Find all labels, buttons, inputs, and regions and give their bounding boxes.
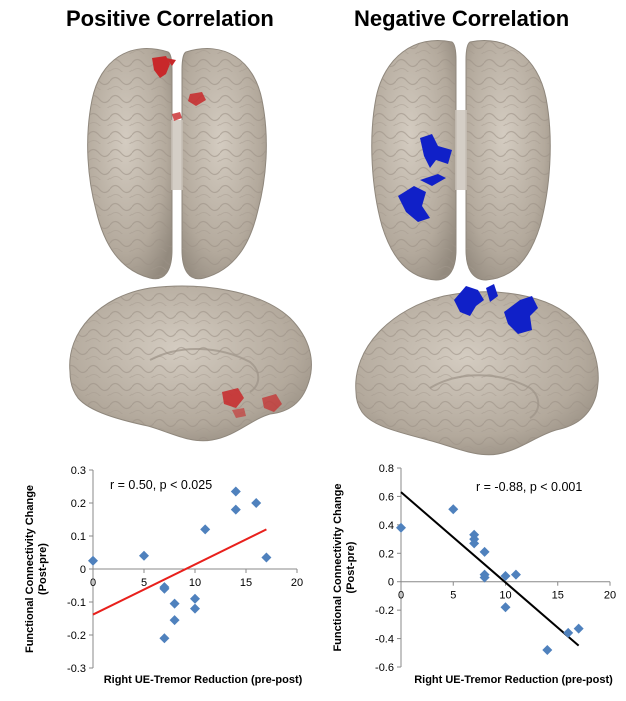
y-tick-label: 0.6	[379, 491, 394, 503]
x-tick-label: 10	[189, 577, 201, 589]
regression-line	[400, 491, 580, 647]
data-point	[500, 571, 511, 582]
y-tick-label: -0.1	[67, 597, 86, 609]
y-tick-label: 0.1	[71, 531, 86, 543]
data-point	[190, 593, 200, 604]
data-point	[396, 522, 406, 533]
y-axis-label: Functional Connectivity Change(Post-pre)	[24, 485, 49, 653]
y-tick-label: 0.4	[379, 520, 394, 532]
x-tick-label: 15	[552, 590, 564, 602]
data-point	[448, 504, 459, 515]
data-point	[190, 603, 200, 614]
data-point	[169, 598, 180, 609]
regression-line	[92, 528, 267, 616]
y-tick-label: 0.8	[379, 463, 394, 475]
correlation-annotation: r = 0.50, p < 0.025	[110, 478, 212, 492]
data-point	[230, 504, 241, 515]
negative-cluster-axial	[398, 134, 452, 222]
data-point	[230, 486, 241, 497]
data-point	[573, 623, 584, 634]
negative-correlation-title: Negative Correlation	[354, 6, 570, 31]
data-point	[469, 538, 480, 549]
x-tick-label: 15	[240, 577, 252, 589]
x-tick-label: 5	[141, 577, 147, 589]
scatter-chart-positive: -0.3 -0.2 -0.1 0 0.1 0.2 0.3 0 5 10 15 20 r = 0.50, …	[24, 465, 303, 686]
y-tick-label: 0.2	[379, 548, 394, 560]
y-tick-label: -0.4	[375, 634, 394, 646]
data-point	[88, 555, 98, 566]
x-axis-label: Right UE-Tremor Reduction (pre-post)	[104, 674, 303, 686]
y-tick-label: -0.2	[67, 630, 86, 642]
y-tick-label: -0.3	[67, 663, 86, 675]
x-tick-label: 10	[499, 590, 511, 602]
data-point	[159, 633, 170, 644]
x-tick-label: 20	[291, 577, 303, 589]
brain-sagittal-view-left	[69, 285, 312, 442]
data-point	[251, 498, 262, 508]
y-axis-label: Functional Connectivity Change(Post-pre)	[332, 483, 357, 651]
x-tick-label: 20	[604, 590, 616, 602]
data-point	[479, 572, 490, 583]
x-tick-label: 0	[398, 590, 404, 602]
data-point	[479, 546, 490, 557]
x-tick-label: 0	[90, 577, 96, 589]
data-point	[200, 524, 211, 535]
data-point	[563, 627, 574, 638]
x-axis-label: Right UE-Tremor Reduction (pre-post)	[414, 674, 613, 686]
y-tick-label: -0.2	[375, 605, 394, 617]
correlation-annotation: r = -0.88, p < 0.001	[476, 480, 582, 494]
positive-cluster-axial	[152, 56, 206, 121]
brain-axial-view-left	[87, 48, 267, 280]
data-point	[500, 602, 511, 613]
positive-correlation-title: Positive Correlation	[66, 6, 274, 31]
brain-sagittal-view-right	[355, 291, 599, 456]
x-tick-label: 5	[450, 590, 456, 602]
data-point	[139, 550, 149, 561]
data-point	[542, 644, 553, 655]
data-point	[510, 569, 521, 580]
y-tick-label: 0.3	[71, 465, 86, 477]
scatter-chart-negative: -0.6 -0.4 -0.2 0 0.2 0.4 0.6 0.8 0 5 10 15 20 r = -0.…	[332, 463, 616, 686]
data-point	[169, 615, 180, 626]
data-point	[261, 552, 272, 563]
y-tick-label: 0	[80, 564, 86, 576]
y-tick-label: 0	[388, 577, 394, 589]
positive-cluster-sagittal	[222, 388, 282, 418]
data-point	[159, 582, 170, 593]
negative-cluster-sagittal	[454, 284, 538, 334]
brain-axial-view-right	[371, 40, 551, 281]
y-tick-label: -0.6	[375, 662, 394, 674]
y-tick-label: 0.2	[71, 498, 86, 510]
